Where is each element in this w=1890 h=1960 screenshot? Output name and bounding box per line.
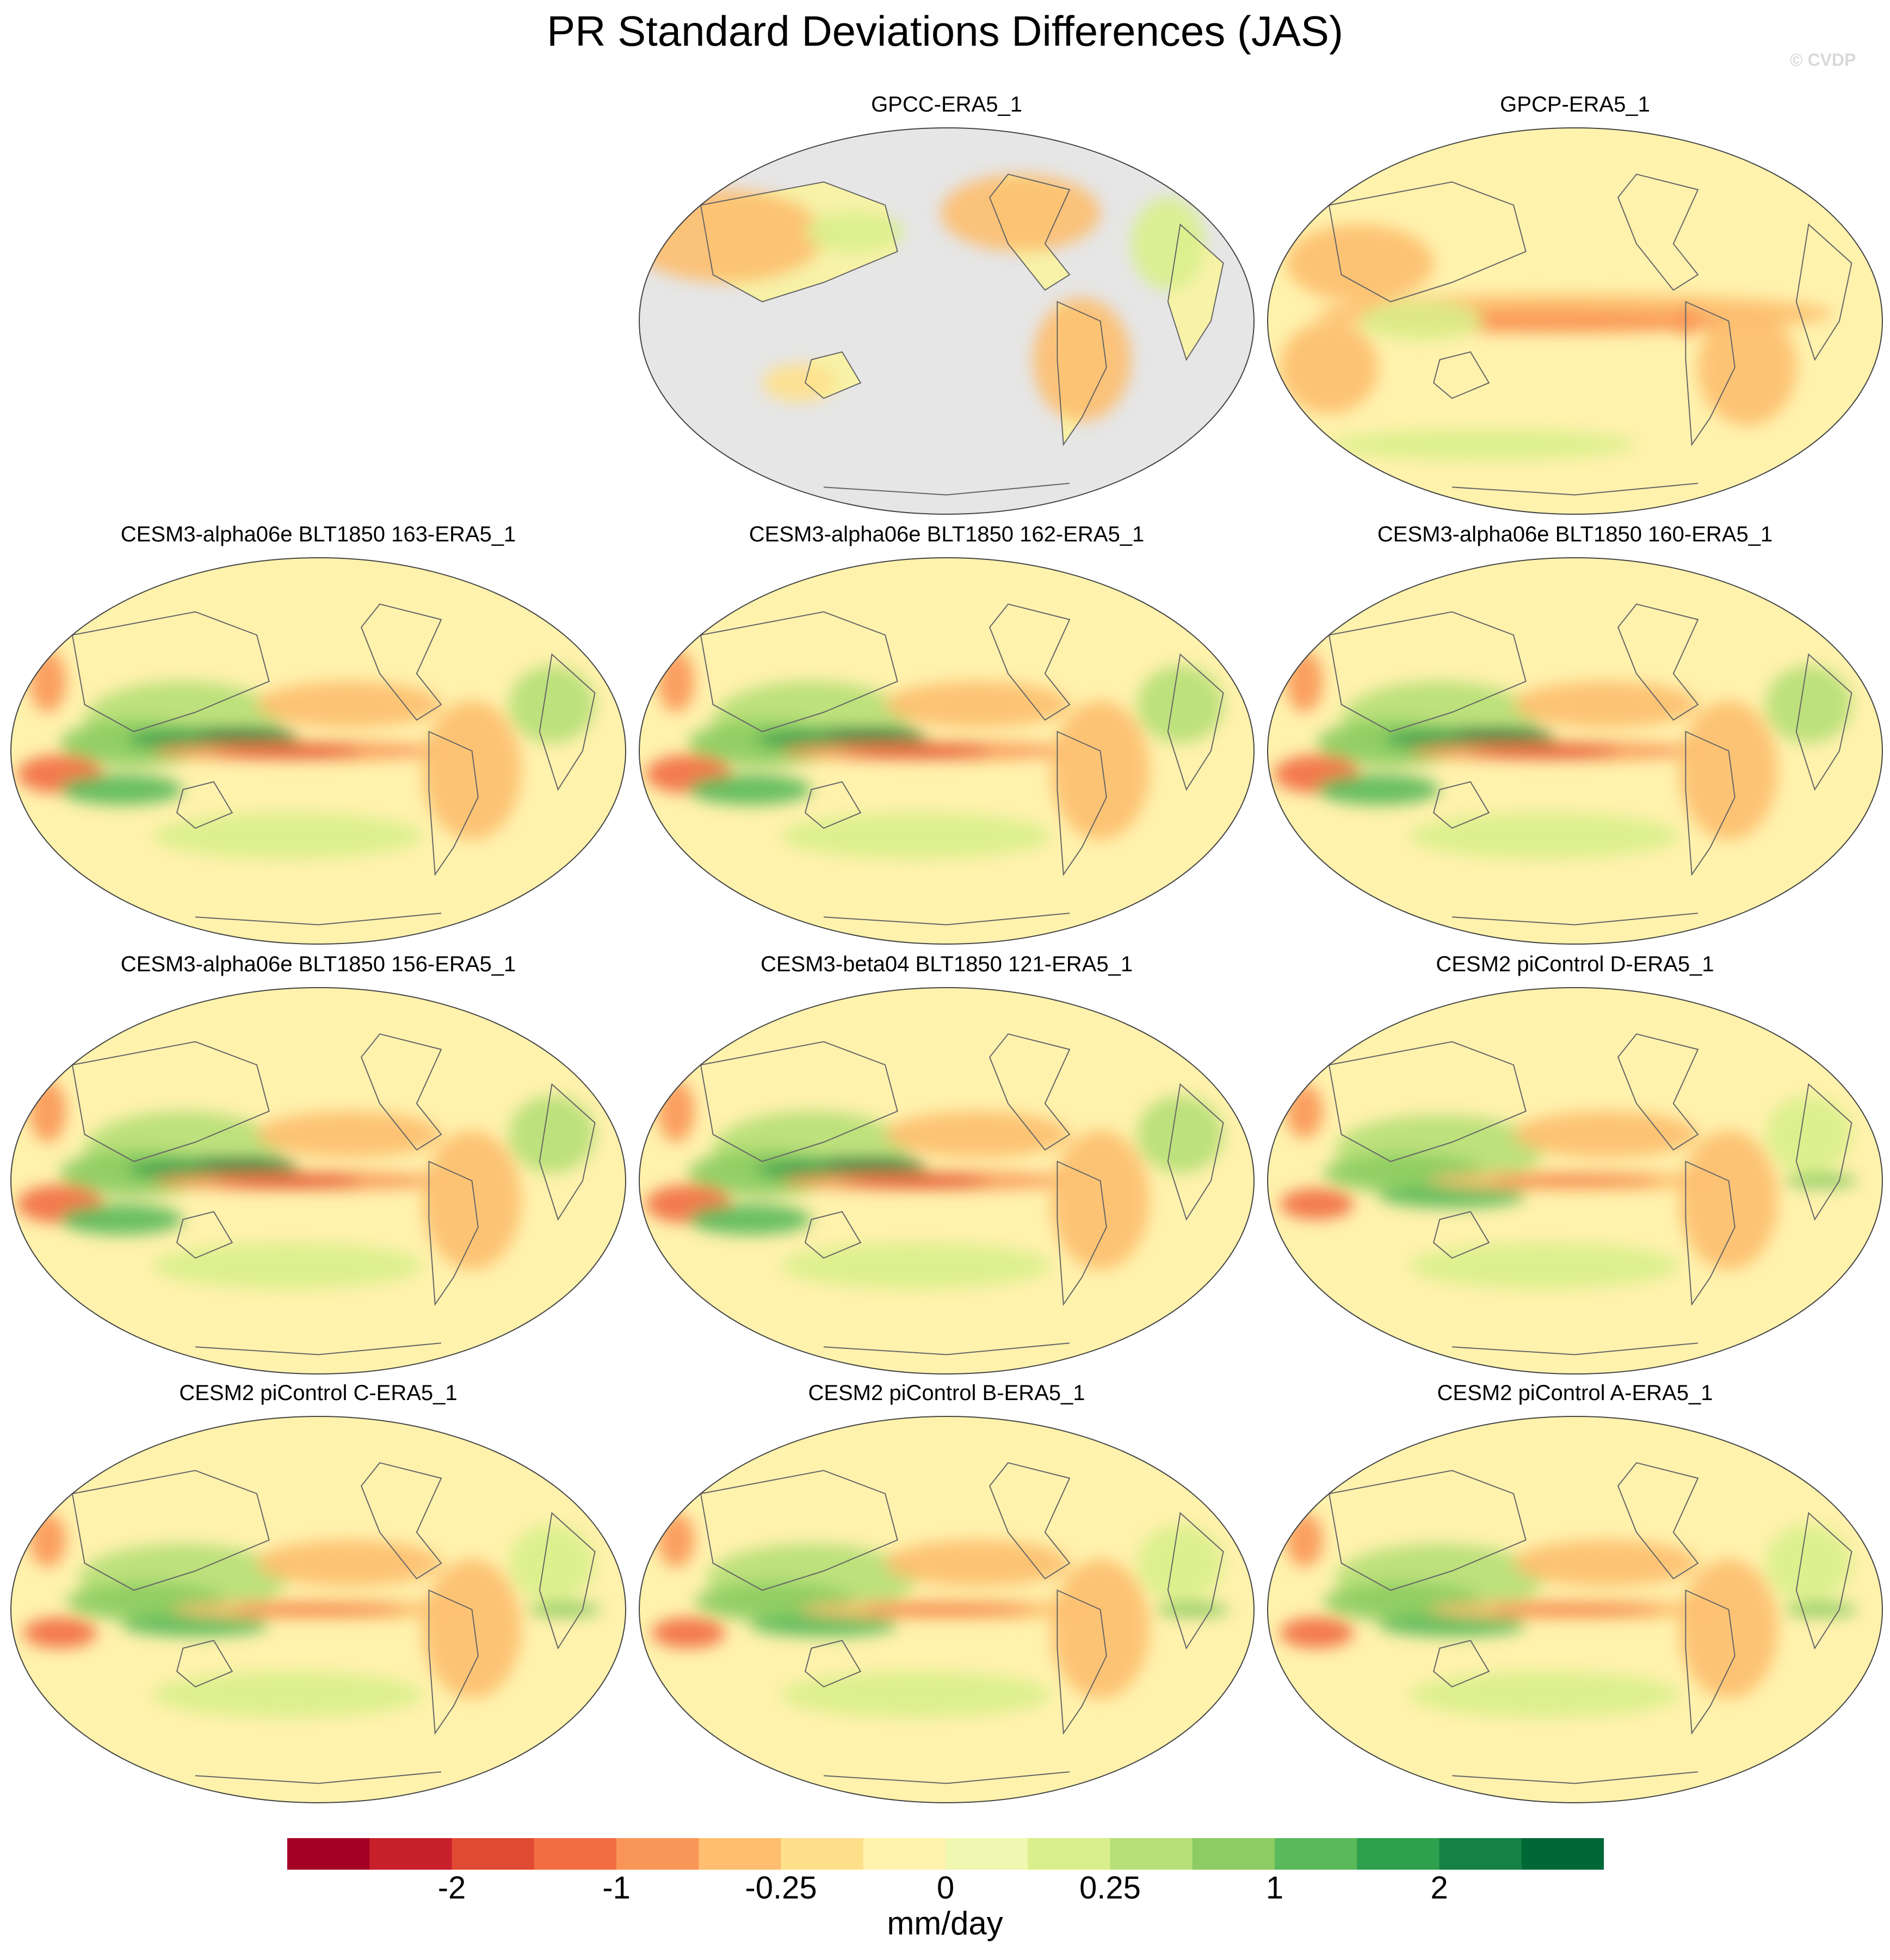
colorbar-swatch (863, 1838, 946, 1870)
colorbar-swatch (946, 1838, 1028, 1870)
colorbar-tick-label: -1 (602, 1870, 631, 1906)
colorbar-swatch (1275, 1838, 1357, 1870)
map-projection (10, 557, 626, 945)
cvdp-watermark: © CVDP (1790, 50, 1856, 70)
map-projection (639, 557, 1255, 945)
figure-title: PR Standard Deviations Differences (JAS) (547, 7, 1343, 55)
map-panel: GPCC-ERA5_1 (637, 93, 1257, 517)
panel-title: CESM2 piControl C-ERA5_1 (179, 1381, 458, 1405)
colorbar-tick-label: 0.25 (1079, 1870, 1141, 1906)
colorbar-units: mm/day (887, 1905, 1003, 1941)
colorbar-swatch (369, 1838, 452, 1870)
map-projection (1267, 987, 1883, 1375)
map-panel: CESM2 piControl B-ERA5_1 (637, 1381, 1257, 1805)
colorbar-swatch (1192, 1838, 1275, 1870)
panel-title: CESM2 piControl D-ERA5_1 (1436, 952, 1714, 976)
map-projection (1267, 127, 1883, 515)
map-projection (639, 1416, 1255, 1803)
colorbar-swatch (1521, 1838, 1604, 1870)
map-projection (1267, 557, 1883, 945)
map-panel: GPCP-ERA5_1 (1265, 93, 1885, 517)
colorbar-tick-label: 2 (1430, 1870, 1448, 1906)
colorbar-swatch (452, 1838, 535, 1870)
map-panel: CESM3-alpha06e BLT1850 162-ERA5_1 (637, 522, 1257, 947)
panel-title: CESM3-beta04 BLT1850 121-ERA5_1 (760, 952, 1133, 976)
map-panel: CESM2 piControl D-ERA5_1 (1265, 952, 1885, 1377)
map-projection (10, 1416, 626, 1803)
colorbar-swatch (1357, 1838, 1440, 1870)
panel-title: CESM3-alpha06e BLT1850 156-ERA5_1 (120, 952, 516, 976)
panel-title: GPCC-ERA5_1 (871, 93, 1022, 116)
map-projection (1267, 1416, 1883, 1803)
panel-title: CESM2 piControl B-ERA5_1 (808, 1381, 1085, 1405)
panel-title: CESM3-alpha06e BLT1850 160-ERA5_1 (1377, 522, 1773, 546)
panel-title: CESM3-alpha06e BLT1850 162-ERA5_1 (749, 522, 1145, 546)
colorbar-swatch (616, 1838, 699, 1870)
colorbar-tick-label: 0 (936, 1870, 955, 1906)
colorbar-tick-label: 1 (1265, 1870, 1284, 1906)
colorbar-swatch (534, 1838, 617, 1870)
map-panel: CESM3-alpha06e BLT1850 163-ERA5_1 (8, 522, 628, 947)
panel-title: CESM2 piControl A-ERA5_1 (1437, 1381, 1713, 1405)
panel-title: GPCP-ERA5_1 (1500, 93, 1650, 116)
map-projection (639, 987, 1255, 1375)
colorbar-swatch (1110, 1838, 1193, 1870)
map-panel: CESM3-beta04 BLT1850 121-ERA5_1 (637, 952, 1257, 1377)
colorbar-swatch (287, 1838, 370, 1870)
map-projection (639, 127, 1255, 515)
map-panel: CESM2 piControl A-ERA5_1 (1265, 1381, 1885, 1805)
colorbar-tick-label: -0.25 (745, 1870, 817, 1906)
colorbar-swatch (699, 1838, 781, 1870)
map-panel: CESM3-alpha06e BLT1850 160-ERA5_1 (1265, 522, 1885, 947)
colorbar (287, 1838, 1604, 1870)
map-panel: CESM3-alpha06e BLT1850 156-ERA5_1 (8, 952, 628, 1377)
map-projection (10, 987, 626, 1375)
colorbar-swatch (1028, 1838, 1110, 1870)
map-panel: CESM2 piControl C-ERA5_1 (8, 1381, 628, 1805)
colorbar-swatch (781, 1838, 864, 1870)
panel-title: CESM3-alpha06e BLT1850 163-ERA5_1 (120, 522, 516, 546)
colorbar-swatch (1439, 1838, 1522, 1870)
colorbar-tick-label: -2 (437, 1870, 466, 1906)
